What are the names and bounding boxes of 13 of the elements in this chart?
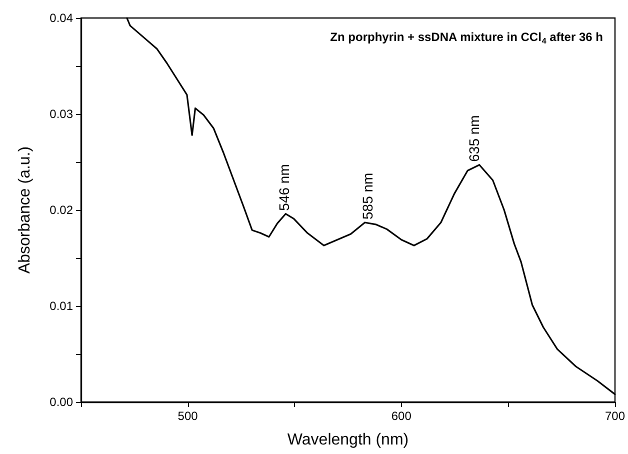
annotation: 585 nm bbox=[359, 172, 376, 220]
x-tick-label: 600 bbox=[391, 409, 412, 423]
y-tick-label: 0.02 bbox=[50, 203, 74, 217]
y-tick-label: 0.03 bbox=[50, 107, 74, 121]
y-axis-title: Absorbance (a.u.) bbox=[16, 146, 34, 274]
y-tick-label: 0.01 bbox=[50, 299, 74, 313]
x-tick-label: 500 bbox=[178, 409, 198, 423]
annotation: 635 nm bbox=[466, 115, 482, 162]
y-tick-label: 0.04 bbox=[50, 11, 74, 25]
x-tick-label: 700 bbox=[604, 409, 626, 423]
y-tick-label: 0.00 bbox=[50, 395, 74, 409]
annotation: 546 nm bbox=[276, 164, 292, 211]
x-axis-title: Wavelength (nm) bbox=[287, 432, 409, 448]
